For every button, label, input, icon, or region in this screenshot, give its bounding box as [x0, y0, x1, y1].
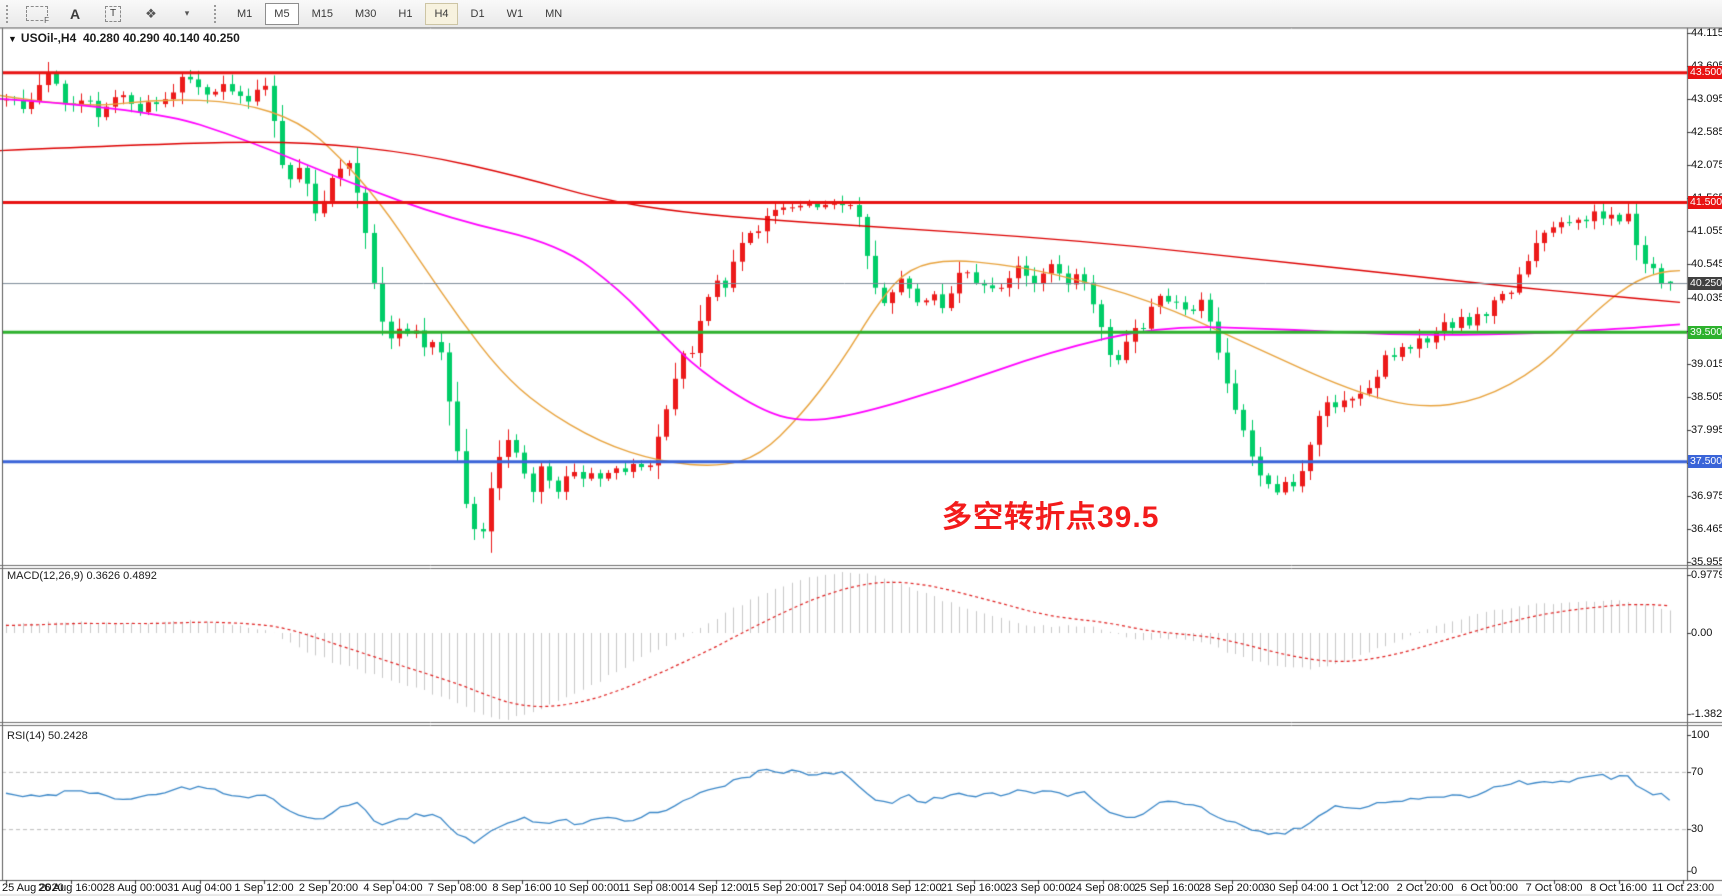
chart-canvas[interactable]	[0, 0, 1722, 896]
trading-terminal: { "icons": {"collapse":"▼","dropdown":"▾…	[0, 0, 1722, 896]
